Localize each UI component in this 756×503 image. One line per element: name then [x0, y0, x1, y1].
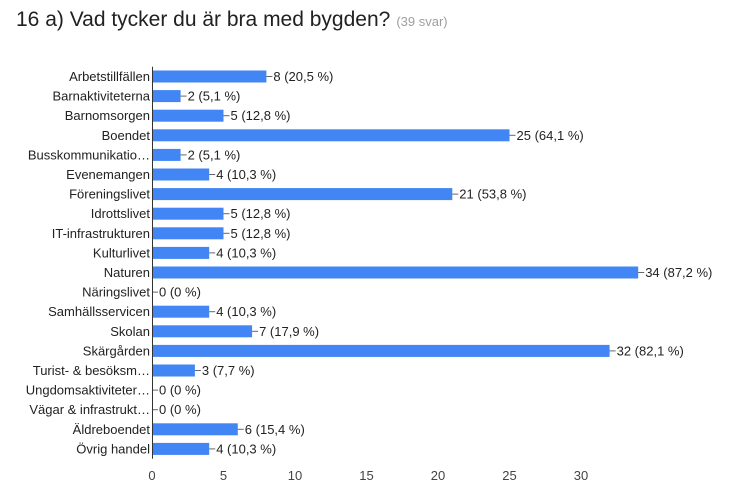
x-tick-label: 5: [220, 468, 227, 483]
category-label: Vägar & infrastrukt…: [29, 402, 150, 417]
category-label: Naturen: [104, 265, 150, 280]
category-label: Föreningslivet: [69, 187, 150, 202]
category-label: Turist- & besöksm…: [33, 363, 150, 378]
category-label: Evenemangen: [66, 167, 150, 182]
category-label: Barnaktiviteterna: [52, 89, 150, 104]
value-label: 4 (10,3 %): [216, 441, 276, 456]
category-label: Kulturlivet: [93, 245, 150, 260]
value-label: 4 (10,3 %): [216, 245, 276, 260]
bar: [152, 148, 181, 161]
bar: [152, 188, 453, 201]
category-label: Samhällsservicen: [48, 304, 150, 319]
x-tick-label: 30: [574, 468, 588, 483]
value-label: 5 (12,8 %): [231, 206, 291, 221]
category-label: Arbetstillfällen: [69, 69, 150, 84]
bar: [152, 305, 210, 318]
value-label: 32 (82,1 %): [617, 343, 684, 358]
bar: [152, 442, 210, 455]
category-label: Ungdomsaktiviteter…: [26, 383, 150, 398]
value-label: 8 (20,5 %): [273, 69, 333, 84]
category-label: Skolan: [110, 324, 150, 339]
value-label: 6 (15,4 %): [245, 422, 305, 437]
value-label: 4 (10,3 %): [216, 304, 276, 319]
bar: [152, 90, 181, 103]
bar: [152, 227, 224, 240]
bar: [152, 207, 224, 220]
bar: [152, 129, 510, 142]
x-tick-label: 20: [431, 468, 445, 483]
bar: [152, 168, 210, 181]
value-label: 2 (5,1 %): [188, 89, 241, 104]
bar: [152, 70, 267, 83]
bar: [152, 109, 224, 122]
value-label: 3 (7,7 %): [202, 363, 255, 378]
category-label: Barnomsorgen: [65, 108, 150, 123]
bar: [152, 344, 610, 357]
x-tick-label: 25: [502, 468, 516, 483]
bar: [152, 423, 238, 436]
x-tick-label: 0: [148, 468, 155, 483]
question-title: 16 a) Vad tycker du är bra med bygden?: [16, 8, 391, 31]
x-tick-label: 10: [288, 468, 302, 483]
category-label: Skärgården: [83, 343, 150, 358]
bar: [152, 325, 253, 338]
value-label: 25 (64,1 %): [517, 128, 584, 143]
value-label: 4 (10,3 %): [216, 167, 276, 182]
value-label: 5 (12,8 %): [231, 226, 291, 241]
value-label: 5 (12,8 %): [231, 108, 291, 123]
category-label: Övrig handel: [76, 441, 150, 456]
value-label: 0 (0 %): [159, 383, 201, 398]
category-label: Idrottslivet: [91, 206, 151, 221]
value-label: 0 (0 %): [159, 402, 201, 417]
category-label: IT-infrastrukturen: [52, 226, 150, 241]
category-label: Boendet: [102, 128, 151, 143]
value-label: 21 (53,8 %): [459, 187, 526, 202]
category-label: Näringslivet: [82, 285, 150, 300]
chart-title: 16 a) Vad tycker du är bra med bygden? (3…: [16, 8, 448, 32]
category-label: Busskommunikatio…: [28, 147, 150, 162]
value-label: 2 (5,1 %): [188, 147, 241, 162]
x-tick-label: 15: [359, 468, 373, 483]
value-label: 7 (17,9 %): [259, 324, 319, 339]
bar: [152, 364, 195, 377]
value-label: 34 (87,2 %): [645, 265, 712, 280]
category-label: Äldreboendet: [73, 422, 151, 437]
value-label: 0 (0 %): [159, 285, 201, 300]
bar: [152, 266, 639, 279]
response-count: (39 svar): [396, 14, 448, 29]
bar: [152, 246, 210, 259]
